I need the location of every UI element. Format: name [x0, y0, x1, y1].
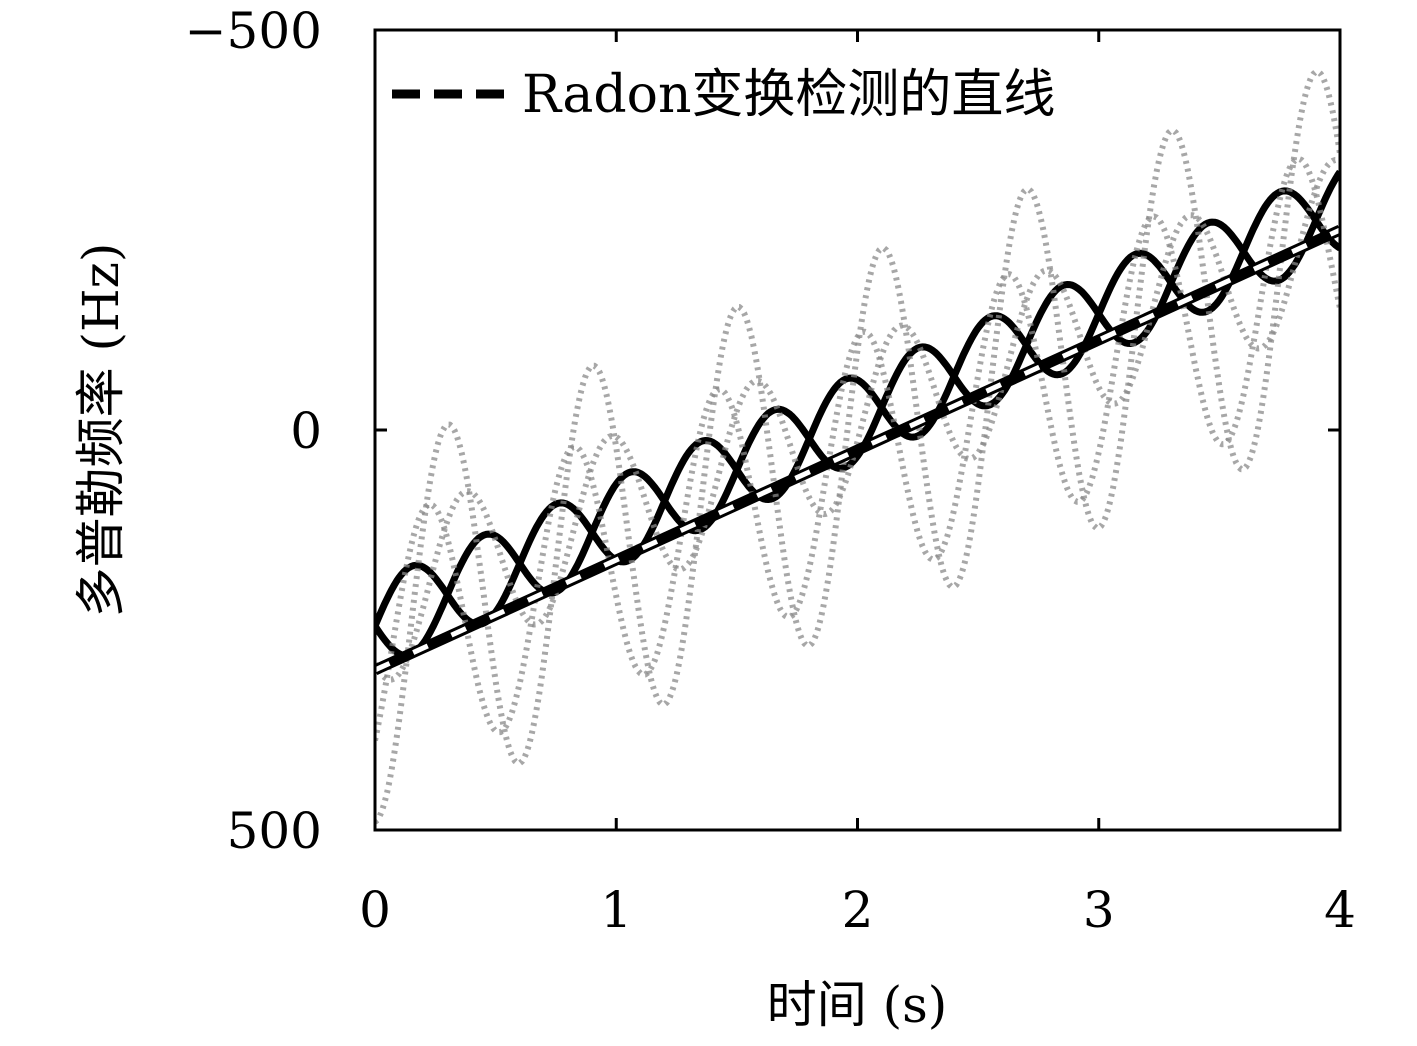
faint-curve-4 [375, 155, 1340, 742]
series-layer [375, 224, 1340, 676]
legend-label: Radon变换检测的直线 [522, 65, 1055, 125]
y-tick-label: 500 [227, 802, 322, 860]
x-tick-label: 0 [359, 881, 391, 939]
strong-curve-1 [375, 187, 1340, 628]
x-axis: 0 1 2 3 4 [359, 30, 1356, 939]
y-axis-title: 多普勒频率 (Hz) [72, 243, 130, 618]
x-tick-label: 4 [1324, 881, 1356, 939]
legend: Radon变换检测的直线 [392, 65, 1055, 125]
faint-curve-2 [375, 68, 1340, 825]
y-axis: −500 0 500 [185, 2, 1340, 860]
y-tick-label: −500 [185, 2, 322, 60]
x-tick-label: 3 [1083, 881, 1115, 939]
detected-line-dash-0 [375, 227, 1340, 673]
y-tick-label: 0 [290, 402, 322, 460]
x-tick-label: 2 [842, 881, 874, 939]
x-tick-label: 1 [600, 881, 632, 939]
plot-background [375, 30, 1340, 830]
spectrogram-curves [375, 68, 1340, 825]
x-axis-title: 时间 (s) [767, 976, 948, 1034]
